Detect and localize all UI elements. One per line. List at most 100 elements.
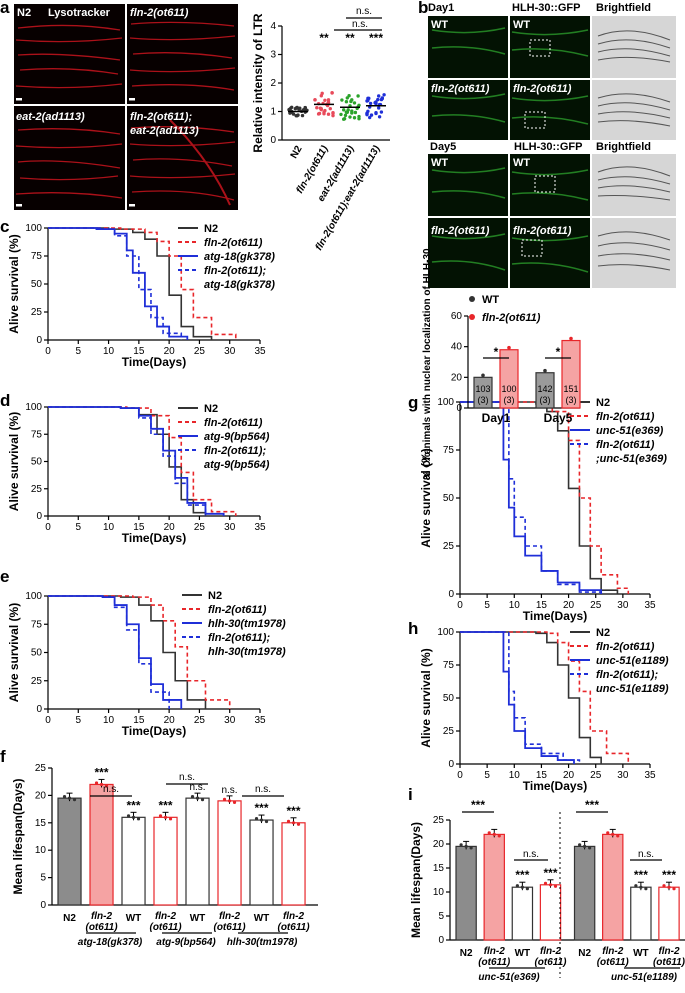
a-point	[356, 94, 360, 98]
e-xtick-label: 0	[45, 715, 51, 726]
g-legend-label: unc-51(e369)	[596, 425, 664, 437]
b-n-label: (3)	[566, 395, 577, 405]
f-dot	[67, 796, 72, 800]
a-point	[353, 110, 358, 115]
c-legend-label: fln-2(ot611);	[204, 265, 266, 277]
h-legend-label: fln-2(ot611);	[596, 669, 658, 681]
f-sig: ***	[287, 804, 301, 818]
b-legend-swatch	[469, 296, 475, 302]
d-legend-label: fln-2(ot611)	[204, 417, 263, 429]
e-legend-label: hlh-30(tm1978)	[208, 618, 286, 630]
i-sig: ***	[515, 868, 529, 882]
f-dot	[94, 781, 99, 785]
d-ytick-label: 100	[25, 402, 42, 413]
i-dot	[611, 832, 615, 837]
i-xtick-label: fln-2	[540, 946, 562, 957]
panel-letter-c: c	[0, 217, 9, 236]
b-dot	[569, 336, 573, 341]
g-xtick-label: 0	[457, 600, 463, 611]
label-b-fln-3: fln-2(ot611)	[431, 225, 490, 237]
c-xlabel: Time(Days)	[122, 355, 186, 369]
a-point	[317, 111, 322, 116]
e-xtick-label: 10	[103, 715, 115, 726]
g-xtick-label: 15	[536, 600, 548, 611]
f-dot	[227, 799, 232, 803]
b-bar	[473, 376, 493, 409]
f-dot	[190, 795, 195, 799]
g-legend-label: fln-2(ot611)	[596, 439, 655, 451]
i-group-label: unc-51(e369)	[478, 972, 540, 983]
a-ylabel: Relative intensity of LTR	[251, 13, 265, 152]
a-point	[319, 106, 323, 111]
i-xtick-label: (ot611)	[478, 957, 511, 968]
e-xlabel: Time(Days)	[122, 724, 186, 738]
a-sig: **	[319, 31, 329, 45]
b-n-label: 103	[475, 384, 490, 394]
e-xtick-label: 30	[224, 715, 236, 726]
e-legend-label: N2	[208, 590, 222, 602]
f-ytick-label: 5	[40, 873, 46, 884]
f-dot	[296, 822, 301, 826]
a-point	[368, 115, 372, 120]
a-point	[347, 94, 351, 98]
f-ytick-label: 25	[35, 763, 47, 774]
a-point	[374, 100, 378, 104]
f-dot	[158, 814, 163, 818]
f-dot	[195, 796, 200, 800]
f-ytick-label: 0	[40, 900, 46, 911]
f-dot	[264, 819, 269, 824]
i-dot	[644, 887, 648, 891]
g-legend-label: fln-2(ot611)	[596, 411, 655, 423]
i-dot	[469, 846, 473, 850]
label-b-wt-2: WT	[513, 19, 530, 31]
c-legend-label: fln-2(ot611)	[204, 237, 263, 249]
f-ytick-label: 15	[35, 818, 47, 829]
f-bar	[57, 797, 82, 906]
panel-letter-h: h	[408, 619, 418, 638]
b-sig: *	[556, 345, 561, 359]
a-point	[377, 94, 381, 98]
i-xtick-label: fln-2	[602, 946, 624, 957]
a-point	[326, 98, 331, 102]
i-ytick-label: 5	[438, 911, 444, 922]
i-dot	[515, 884, 519, 888]
c-ytick-label: 50	[31, 279, 43, 290]
c-xtick-label: 35	[254, 346, 266, 357]
d-xtick-label: 35	[254, 522, 266, 533]
a-point	[357, 114, 361, 119]
label-lysotracker: Lysotracker	[48, 7, 111, 19]
a-point	[319, 94, 323, 98]
i-xtick-label: N2	[460, 948, 473, 959]
f-dot	[259, 818, 264, 822]
f-dot	[99, 782, 104, 787]
i-dot	[616, 834, 620, 838]
label-day5: Day5	[430, 141, 456, 153]
b-ytick-label: 40	[451, 342, 463, 353]
f-ytick-label: 20	[35, 790, 47, 801]
f-xtick-label: (ot611)	[277, 922, 310, 933]
i-dot	[553, 884, 558, 888]
i-sig: ***	[634, 868, 648, 882]
g-xlabel: Time(Days)	[523, 609, 587, 623]
g-xtick-label: 25	[590, 600, 602, 611]
a-bracket-label-2: n.s.	[352, 19, 368, 30]
e-ytick-label: 100	[25, 591, 42, 602]
b-xtick-label: Day1	[482, 411, 511, 425]
a-ytick-label: 0	[270, 135, 276, 146]
i-bar	[602, 833, 624, 941]
b-xtick-label: Day5	[544, 411, 573, 425]
i-bar	[511, 886, 534, 941]
i-dot	[520, 885, 524, 889]
panel-b-micrographs	[428, 16, 676, 288]
a-ytick-label: 2	[270, 78, 276, 89]
f-sig: n.s.	[189, 782, 205, 793]
f-xtick-label: WT	[190, 913, 206, 924]
i-bar	[573, 845, 596, 941]
e-ytick-label: 75	[31, 619, 43, 630]
panel-letter-g: g	[408, 393, 418, 412]
e-xtick-label: 15	[133, 715, 145, 726]
f-dot	[286, 819, 291, 823]
i-xtick-label: fln-2	[484, 946, 506, 957]
b-legend-swatch	[469, 314, 475, 320]
